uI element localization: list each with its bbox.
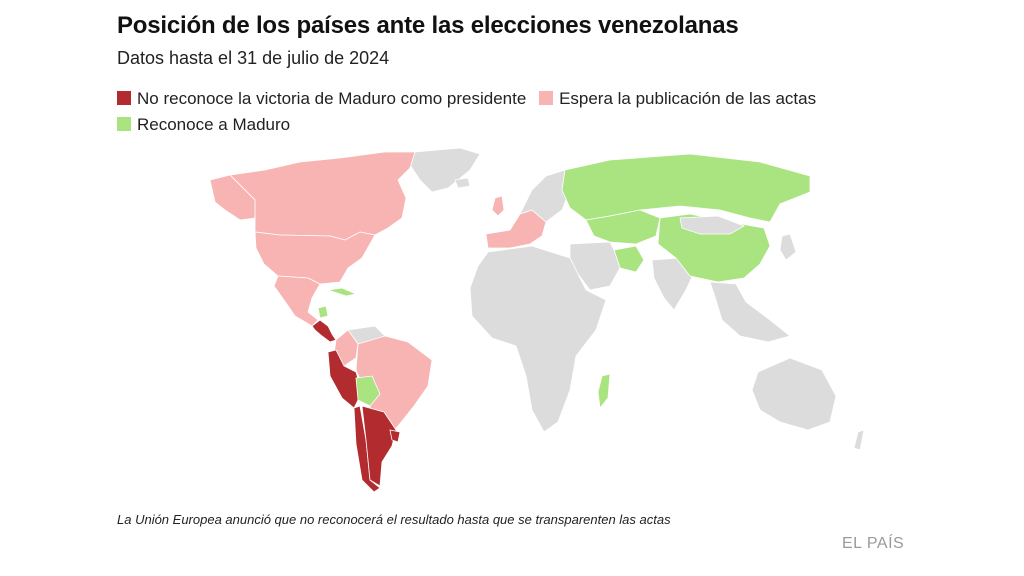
country-new-zealand [853,429,865,451]
country-chile [353,405,381,493]
country-iceland [454,177,471,189]
legend: No reconoce la victoria de Maduro como p… [117,86,917,138]
map-title: Posición de los países ante las eleccion… [117,12,739,39]
country-greenland [409,147,481,193]
country-uk [491,195,505,217]
country-central-asia [585,209,661,245]
legend-label-reconoce: Reconoce a Maduro [137,115,291,134]
legend-swatch-reconoce [117,117,131,131]
country-cuba [327,287,358,297]
country-central-america [311,319,337,343]
country-alaska [209,174,256,221]
country-africa [469,245,607,433]
world-map [209,147,865,493]
country-bolivia [355,375,381,407]
country-russia [561,153,811,223]
legend-label-no-reconoce: No reconoce la victoria de Maduro como p… [137,89,527,108]
country-uruguay [389,429,401,443]
country-southeast-asia [709,281,791,343]
country-usa [254,231,376,285]
country-australia [751,357,837,431]
legend-item-reconoce: Reconoce a Maduro [117,115,290,134]
legend-item-no-reconoce: No reconoce la victoria de Maduro como p… [117,89,526,108]
country-mexico [273,275,321,327]
country-madagascar [597,373,611,409]
country-argentina [361,405,397,487]
country-japan [779,233,797,261]
country-western-europe [485,209,547,249]
country-mongolia [679,215,745,235]
country-nicaragua [317,305,329,319]
legend-item-espera: Espera la publicación de las actas [539,89,816,108]
brand-logo: EL PAÍS [842,535,905,552]
country-canada [229,151,416,241]
legend-label-espera: Espera la publicación de las actas [559,89,817,108]
map-subtitle: Datos hasta el 31 de julio de 2024 [117,48,390,68]
footnote: La Unión Europea anunció que no reconoce… [117,512,671,527]
legend-swatch-espera [539,91,554,105]
legend-swatch-no-reconoce [117,91,131,105]
